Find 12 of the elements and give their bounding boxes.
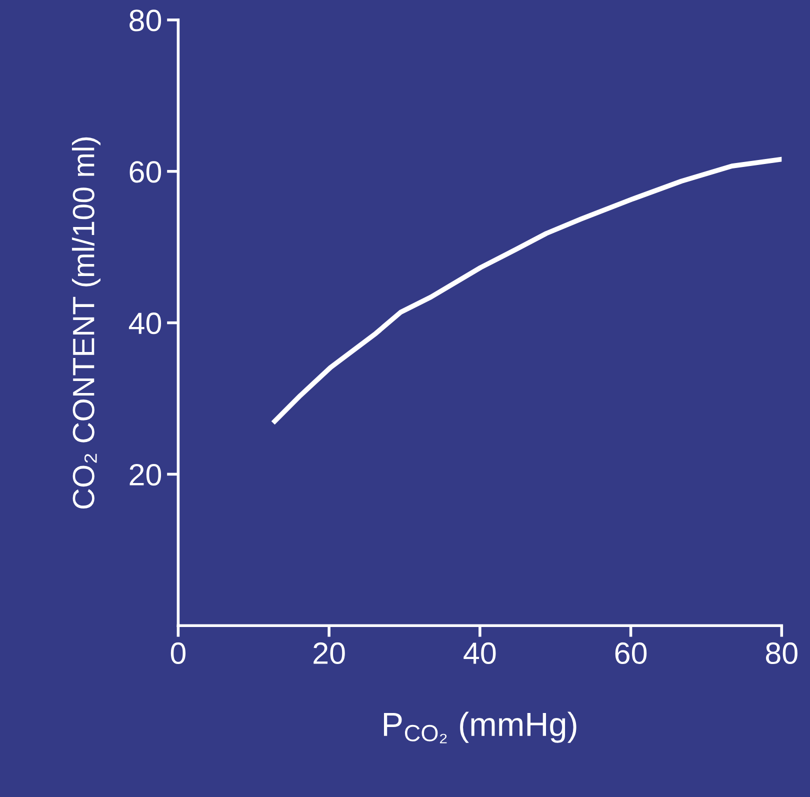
y-axis-title: CO₂ CONTENT (ml/100 ml) xyxy=(72,137,100,509)
x-tick-label: 40 xyxy=(464,642,496,664)
y-tick-label: 80 xyxy=(130,10,162,32)
x-tick-label: 0 xyxy=(170,642,186,664)
x-tick-label: 60 xyxy=(615,642,647,664)
y-tick-label: 40 xyxy=(128,312,162,334)
x-axis-title: P$_{CO₂}$ (mmHg) xyxy=(384,712,576,744)
x-tick-label: 80 xyxy=(766,642,798,664)
line-series xyxy=(272,156,782,424)
y-tick-label: 60 xyxy=(130,161,162,183)
y-tick-label: 20 xyxy=(130,464,162,486)
x-tick-label: 20 xyxy=(314,642,345,664)
